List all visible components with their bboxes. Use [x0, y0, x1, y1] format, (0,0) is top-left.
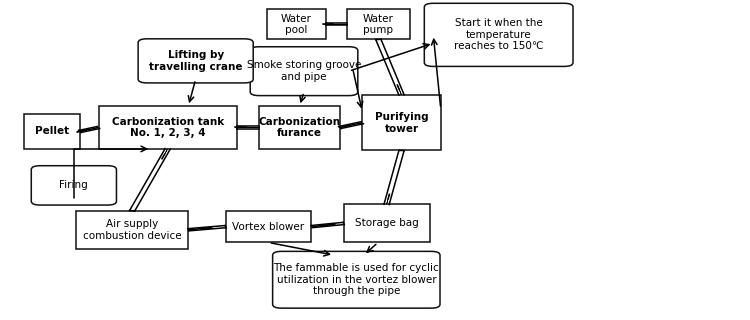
- Text: Vortex blower: Vortex blower: [232, 222, 304, 232]
- FancyBboxPatch shape: [76, 211, 188, 249]
- FancyBboxPatch shape: [226, 211, 311, 243]
- FancyBboxPatch shape: [251, 47, 358, 96]
- Text: Pellet: Pellet: [34, 126, 69, 136]
- Text: The fammable is used for cyclic
utilization in the vortez blower
through the pip: The fammable is used for cyclic utilizat…: [274, 263, 440, 296]
- Text: Smoke storing groove
and pipe: Smoke storing groove and pipe: [247, 60, 362, 82]
- FancyBboxPatch shape: [32, 166, 116, 205]
- Text: Storage bag: Storage bag: [355, 219, 419, 228]
- Polygon shape: [311, 224, 334, 227]
- FancyBboxPatch shape: [344, 204, 430, 243]
- Polygon shape: [386, 194, 389, 204]
- Polygon shape: [398, 85, 401, 95]
- Polygon shape: [162, 149, 168, 159]
- FancyBboxPatch shape: [424, 3, 573, 67]
- Text: Carbonization tank
No. 1, 2, 3, 4: Carbonization tank No. 1, 2, 3, 4: [112, 117, 224, 138]
- FancyBboxPatch shape: [98, 106, 237, 149]
- FancyBboxPatch shape: [138, 39, 254, 83]
- Text: Start it when the
temperature
reaches to 150℃: Start it when the temperature reaches to…: [454, 18, 544, 52]
- Text: Carbonization
furance: Carbonization furance: [259, 117, 340, 138]
- Text: Air supply
combustion device: Air supply combustion device: [82, 219, 182, 241]
- FancyBboxPatch shape: [346, 9, 410, 39]
- FancyBboxPatch shape: [362, 95, 441, 150]
- Polygon shape: [341, 123, 362, 127]
- FancyBboxPatch shape: [24, 114, 80, 149]
- Polygon shape: [188, 228, 211, 230]
- Polygon shape: [77, 127, 98, 132]
- FancyBboxPatch shape: [260, 106, 340, 149]
- Text: Firing: Firing: [59, 180, 88, 190]
- Text: Purifying
tower: Purifying tower: [375, 112, 428, 133]
- Text: Lifting by
travelling crane: Lifting by travelling crane: [149, 50, 242, 72]
- FancyBboxPatch shape: [273, 252, 440, 308]
- Text: Water
pool: Water pool: [281, 13, 312, 35]
- Text: Water
pump: Water pump: [363, 13, 394, 35]
- FancyBboxPatch shape: [267, 9, 326, 39]
